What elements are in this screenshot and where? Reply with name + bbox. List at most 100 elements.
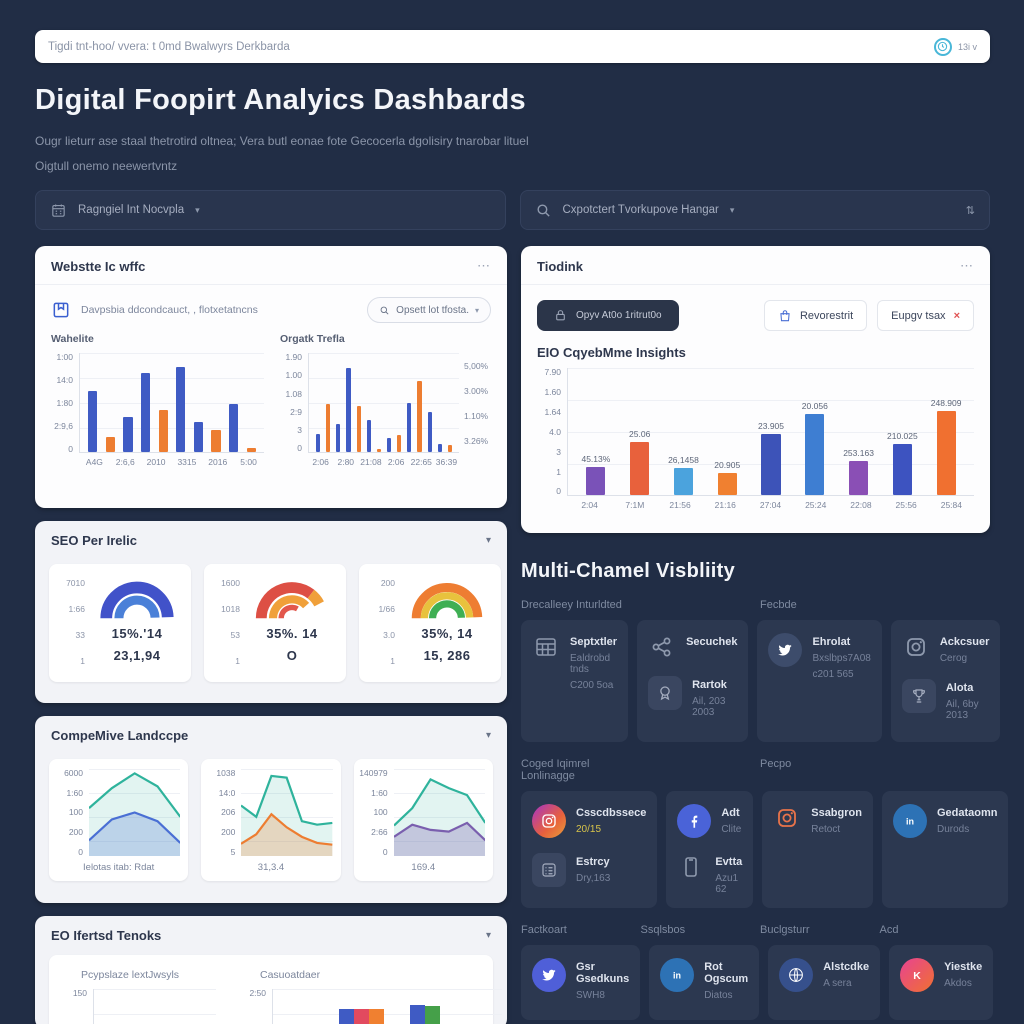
gauge-cards: 7010 1:66 33 1 15%.'14 23,1,94 1600 1018 53 1 35%.… (35, 558, 507, 696)
chart-caption: Ielotas itab: Rdat (83, 862, 155, 873)
channel-detail: SWH8 (576, 990, 605, 1001)
y-axis: 1038 14:0 206 200 5 (216, 768, 236, 857)
phone-icon (677, 853, 705, 881)
chart-filter-pill[interactable]: Opsett lot tfosta. ▾ (367, 297, 491, 323)
trends-panel: EO Ifertsd Tenoks ▾ Pcypslaze lextJwsyls… (35, 916, 507, 1024)
channel-tile[interactable]: K Yiestke Akdos (889, 945, 994, 1020)
instagram-icon (773, 804, 801, 832)
bar (246, 448, 256, 452)
collapse-chevron-icon[interactable]: ▾ (485, 535, 491, 546)
channel-entry: Ackcsuer Cerog (902, 633, 989, 664)
bar (417, 380, 422, 452)
gauge-value: 35%. 14 (266, 626, 318, 641)
channel-entry: Gsr Gsedkuns SWH8 (532, 958, 629, 1001)
panel-title: Tiodink (537, 258, 583, 274)
channel-title: Ssabgron (811, 807, 862, 819)
search-icon (535, 202, 552, 219)
close-icon[interactable]: × (953, 309, 960, 322)
x-axis: 2:04 7:1M 21:56 21:16 27:04 25:24 22:08 25:56 25… (581, 500, 962, 510)
channel-detail: Durods (936, 824, 970, 835)
competitor-search-select[interactable]: Cxpotctert Tvorkupove Hangar ▾ ⇅ (519, 190, 990, 230)
chart-title: Pcypslaze lextJwsyls (81, 969, 180, 981)
app-icon (532, 853, 566, 887)
channel-title: Gsr Gsedkuns (576, 961, 630, 985)
plot-area (79, 353, 264, 453)
bar (630, 441, 650, 495)
bar (346, 367, 351, 452)
channel-tile[interactable]: Ackcsuer Cerog Alota Ail, 6by 2013 (890, 620, 1001, 742)
bar (717, 473, 737, 495)
linkedin-icon: in (660, 958, 695, 992)
website-panel: Webstte Ic wffc ⋯ Davpsbia ddcondcauct, … (35, 246, 507, 508)
plot-area (93, 989, 216, 1024)
gauge-value: 15%.'14 (111, 626, 163, 641)
channel-tile[interactable]: Ehrolat Bxslbps7A08 c201 565 (757, 620, 882, 742)
channel-title: Gedataomn (936, 807, 998, 819)
bar (386, 438, 392, 452)
channel-title: Csscdbssece (576, 807, 647, 819)
subtitle-line-2: Oigtull onemo neewertvntz (35, 159, 178, 173)
bar (158, 410, 168, 452)
bar (849, 460, 869, 495)
channel-title: Rartok (692, 679, 727, 691)
channel-tile[interactable]: Secuchek Rartok Ail, 203 2003 (637, 620, 749, 742)
right-axis: 5,00% 3.00% 1.10% 3.26% (464, 360, 489, 446)
insights-subheading: EIO CqyebMme Insights (537, 345, 686, 360)
bar (410, 1005, 425, 1024)
bar (123, 417, 133, 452)
instagram-icon (902, 633, 930, 661)
primary-action-button[interactable]: Opyv At0o 1ritrut0o (537, 300, 679, 331)
group-label: Pecpo (760, 758, 792, 770)
channel-tile[interactable]: in Rot Ogscum Diatos (649, 945, 760, 1020)
channel-group: Coged Iqimrel Lonlinagge Pecpo Csscdbssece… (521, 758, 1009, 908)
address-bar[interactable]: Tigdi tnt-hoo/ vvera: t 0md Bwalwyrs Der… (35, 30, 990, 63)
channel-entry: in Gedataomn Durods (892, 804, 998, 838)
channel-title: Yiestke (944, 961, 983, 973)
channel-title: Secuchek (686, 636, 738, 648)
channel-tile[interactable]: Csscdbssece 20/15 Estrcy Dry,163 (521, 791, 658, 908)
date-range-select[interactable]: Ragngiel Int Nocvpla ▾ (35, 190, 506, 230)
bar-value-label: 248.909 (930, 398, 962, 409)
sort-icon: ⇅ (965, 204, 975, 217)
bar (376, 449, 381, 452)
bar-value-label: 26,1458 (668, 455, 699, 466)
more-menu-icon[interactable]: ⋯ (477, 258, 491, 273)
channel-entry: Evtta Azu1 62 (677, 853, 742, 895)
panel-title: CompeMive Landccpe (51, 728, 189, 743)
channel-entry: Adt Clite (677, 804, 742, 838)
channel-tile[interactable]: Gsr Gsedkuns SWH8 (521, 945, 641, 1020)
more-menu-icon[interactable]: ⋯ (960, 258, 974, 273)
group-label: Drecalleey Inturldted (521, 599, 622, 611)
channel-detail: Ail, 6by 2013 (945, 699, 979, 721)
bar-value-label: 253.163 (843, 447, 874, 458)
channel-tile[interactable]: in Gedataomn Durods (881, 791, 1009, 908)
channel-detail: Retoct (811, 824, 841, 835)
secondary-action-button[interactable]: Revorestrit (763, 300, 868, 331)
bar-value-label: 25.06 (629, 428, 651, 439)
channel-title: Alstcdke (823, 961, 870, 973)
gauge-arc (100, 581, 174, 619)
panel-title: EO Ifertsd Tenoks (51, 928, 162, 943)
channel-tile[interactable]: Ssabgron Retoct (762, 791, 873, 908)
channel-tile[interactable]: Alstcdke A sera (768, 945, 881, 1020)
channel-tile[interactable]: Septxtler Ealdrobd tnds C200 5oa (521, 620, 629, 742)
collapse-chevron-icon[interactable]: ▾ (485, 930, 491, 941)
collapse-chevron-icon[interactable]: ▾ (485, 730, 491, 741)
plot-area (89, 769, 181, 856)
tag-filter-button[interactable]: Eupgv tsax × (877, 300, 974, 331)
lock-icon (554, 309, 567, 322)
gauge-axis-labels: 200 1/66 3.0 1 (378, 578, 395, 666)
channel-entry: Septxtler Ealdrobd tnds C200 5oa (532, 633, 617, 691)
page-title: Digital Foopirt Analyics Dashbards (35, 84, 526, 116)
chevron-down-icon: ▾ (474, 305, 479, 315)
bar (356, 406, 361, 452)
bar (673, 468, 693, 495)
report-icon (51, 300, 71, 320)
channel-detail: Bxslbps7A08 (812, 653, 871, 664)
channel-tile[interactable]: Adt Clite Evtta Azu1 62 (666, 791, 754, 908)
bar (176, 366, 186, 452)
bar-value-label: 210.025 (886, 431, 918, 442)
globe-icon (779, 958, 814, 992)
x-axis: A4G 2:6,6 2010 3315 2016 5:00 (85, 457, 257, 467)
channel-entry: Secuchek (648, 633, 737, 661)
